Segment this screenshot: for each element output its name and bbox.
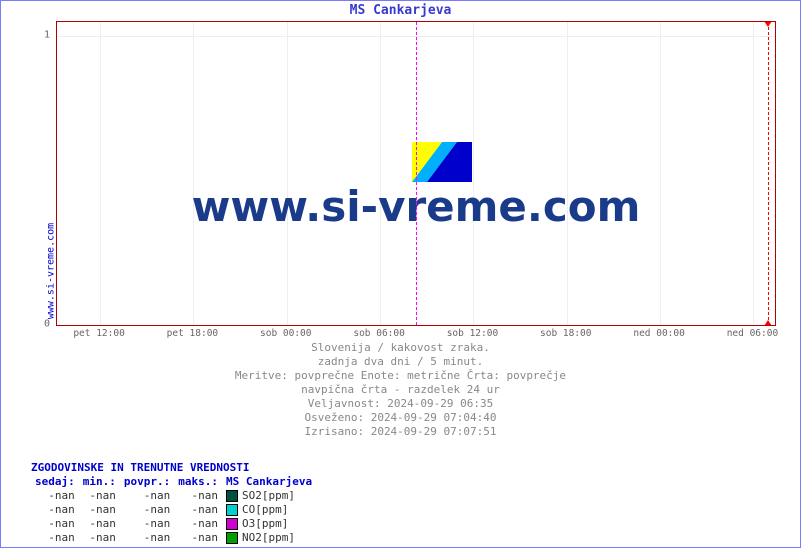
stats-grid: sedaj:min.:povpr.:maks.:MS Cankarjeva-na… <box>31 475 316 545</box>
gridline-v <box>100 22 101 325</box>
cell-sedaj: -nan <box>31 531 79 545</box>
cell-maks: -nan <box>174 517 222 531</box>
col-header: sedaj: <box>31 475 79 489</box>
x-tick-label: ned 00:00 <box>633 328 684 339</box>
series-swatch <box>226 518 238 530</box>
x-tick-label: sob 12:00 <box>447 328 498 339</box>
cell-povpr: -nan <box>120 531 174 545</box>
series-label: SO2[ppm] <box>242 489 295 502</box>
cell-povpr: -nan <box>120 503 174 517</box>
series-label: O3[ppm] <box>242 517 288 530</box>
gridline-v <box>380 22 381 325</box>
cell-sedaj: -nan <box>31 503 79 517</box>
cell-maks: -nan <box>174 503 222 517</box>
gridline-v <box>753 22 754 325</box>
end-marker-arrow <box>764 21 772 27</box>
series-label: CO[ppm] <box>242 503 288 516</box>
cell-sedaj: -nan <box>31 489 79 503</box>
gridline-v <box>473 22 474 325</box>
cell-maks: -nan <box>174 489 222 503</box>
series-label: NO2[ppm] <box>242 531 295 544</box>
divider-24h <box>416 22 417 325</box>
table-row: -nan-nan-nan-nanSO2[ppm] <box>31 489 316 503</box>
caption-line: Meritve: povprečne Enote: metrične Črta:… <box>1 369 800 383</box>
caption-line: navpična črta - razdelek 24 ur <box>1 383 800 397</box>
cell-povpr: -nan <box>120 489 174 503</box>
caption-line: Slovenija / kakovost zraka. <box>1 341 800 355</box>
col-header: povpr.: <box>120 475 174 489</box>
chart-frame: www.si-vreme.com MS Cankarjeva www.si-vr… <box>0 0 801 548</box>
gridline-v <box>287 22 288 325</box>
cell-min: -nan <box>79 503 120 517</box>
website-label: www.si-vreme.com <box>46 223 57 319</box>
cell-series: CO[ppm] <box>222 503 316 517</box>
captions: Slovenija / kakovost zraka. zadnja dva d… <box>1 341 800 439</box>
caption-line: Veljavnost: 2024-09-29 06:35 <box>1 397 800 411</box>
end-marker-arrow <box>764 320 772 326</box>
gridline-v <box>193 22 194 325</box>
watermark-logo <box>412 142 472 182</box>
x-tick-label: pet 18:00 <box>167 328 218 339</box>
series-swatch <box>226 490 238 502</box>
cell-min: -nan <box>79 531 120 545</box>
stats-table: ZGODOVINSKE IN TRENUTNE VREDNOSTI sedaj:… <box>31 461 316 545</box>
cell-povpr: -nan <box>120 517 174 531</box>
gridline-v <box>660 22 661 325</box>
col-header-station: MS Cankarjeva <box>222 475 316 489</box>
x-tick-label: ned 06:00 <box>727 328 778 339</box>
x-tick-label: sob 06:00 <box>353 328 404 339</box>
table-heading: ZGODOVINSKE IN TRENUTNE VREDNOSTI <box>31 461 316 475</box>
table-row: -nan-nan-nan-nanCO[ppm] <box>31 503 316 517</box>
plot-area: www.si-vreme.com <box>56 21 776 326</box>
cell-sedaj: -nan <box>31 517 79 531</box>
table-row: -nan-nan-nan-nanO3[ppm] <box>31 517 316 531</box>
caption-line: Osveženo: 2024-09-29 07:04:40 <box>1 411 800 425</box>
cell-min: -nan <box>79 489 120 503</box>
y-tick-label: 1 <box>30 30 50 41</box>
x-tick-label: sob 18:00 <box>540 328 591 339</box>
cell-series: O3[ppm] <box>222 517 316 531</box>
caption-line: zadnja dva dni / 5 minut. <box>1 355 800 369</box>
y-tick-label: 0 <box>30 319 50 330</box>
col-header: min.: <box>79 475 120 489</box>
chart-title: MS Cankarjeva <box>1 3 800 18</box>
series-swatch <box>226 532 238 544</box>
caption-line: Izrisano: 2024-09-29 07:07:51 <box>1 425 800 439</box>
series-swatch <box>226 504 238 516</box>
col-header: maks.: <box>174 475 222 489</box>
gridline-v <box>567 22 568 325</box>
x-tick-label: sob 00:00 <box>260 328 311 339</box>
end-marker-line <box>768 22 769 325</box>
cell-series: NO2[ppm] <box>222 531 316 545</box>
table-row: -nan-nan-nan-nanNO2[ppm] <box>31 531 316 545</box>
x-tick-label: pet 12:00 <box>73 328 124 339</box>
cell-series: SO2[ppm] <box>222 489 316 503</box>
cell-min: -nan <box>79 517 120 531</box>
cell-maks: -nan <box>174 531 222 545</box>
